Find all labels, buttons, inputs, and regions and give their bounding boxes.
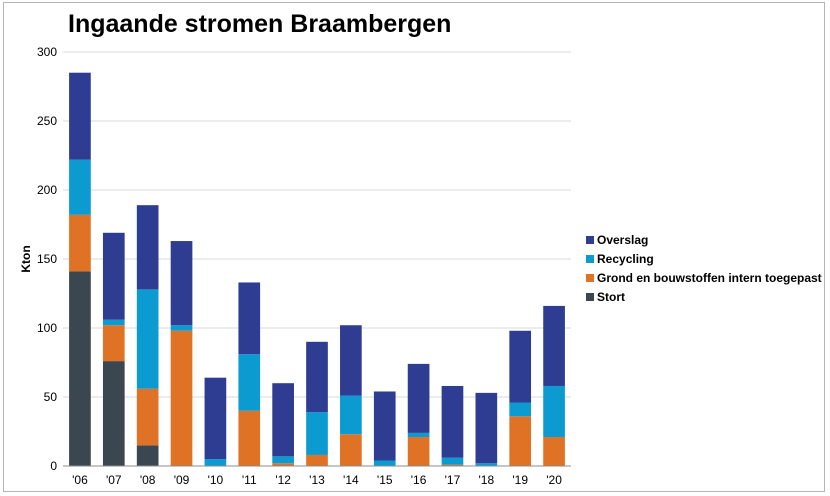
y-tick-label: 300 <box>37 45 57 59</box>
bar-segment <box>170 330 193 466</box>
bar-segment <box>407 437 430 466</box>
x-tick-label: '07 <box>106 473 122 487</box>
x-tick-label: '15 <box>377 473 393 487</box>
bar-segment <box>441 385 464 458</box>
chart-title: Ingaande stromen Braambergen <box>68 10 452 38</box>
bar-segment <box>509 402 532 417</box>
bar-segment <box>170 325 193 331</box>
x-tick-label: '09 <box>174 473 190 487</box>
y-tick-label: 0 <box>50 459 57 473</box>
bar-segment <box>102 325 125 362</box>
legend-swatch <box>586 292 594 301</box>
bar-segment <box>272 383 294 457</box>
bar-segment <box>306 454 328 466</box>
y-tick-label: 250 <box>37 114 57 128</box>
legend-item: Stort <box>586 287 822 306</box>
legend-label: Recycling <box>597 251 654 266</box>
bar-segment <box>136 205 159 290</box>
bar-segment <box>373 391 396 461</box>
x-tick-label: '10 <box>208 473 224 487</box>
bar-segment <box>340 395 362 435</box>
x-tick-label: '08 <box>140 473 156 487</box>
y-axis-title: Kton <box>19 245 33 272</box>
bar-segment <box>69 214 91 272</box>
legend-swatch <box>586 273 594 282</box>
legend-item: Overslag <box>586 230 822 249</box>
bar-segment <box>543 305 565 386</box>
x-tick-label: '14 <box>343 473 359 487</box>
bar-segment <box>340 434 362 466</box>
bar-segment <box>204 377 227 460</box>
legend-label: Stort <box>597 289 625 304</box>
y-axis: 0 50 100 150 200 250 300 <box>37 45 57 473</box>
x-tick-label: '16 <box>411 473 427 487</box>
bar-segment <box>475 392 498 464</box>
x-tick-label: '13 <box>309 473 325 487</box>
legend-item: Grond en bouwstoffen intern toegepast <box>586 268 822 287</box>
bar-segment <box>407 432 430 438</box>
bar-segment <box>509 330 532 403</box>
legend-swatch <box>586 235 594 244</box>
y-tick-label: 50 <box>44 390 58 404</box>
bar-segment <box>340 325 362 396</box>
bar-segment <box>69 72 91 160</box>
bar-segment <box>373 460 396 466</box>
bar-segment <box>407 363 430 433</box>
bar-segment <box>272 463 294 466</box>
x-tick-label: '19 <box>512 473 528 487</box>
bar-segment <box>69 159 91 215</box>
bar-segment <box>102 232 125 320</box>
bar-segment <box>475 463 498 466</box>
bar-segment <box>136 445 159 466</box>
legend: Overslag Recycling Grond en bouwstoffen in… <box>586 230 822 306</box>
bar-segment <box>69 271 91 466</box>
bar-segment <box>509 416 532 466</box>
bar-segment <box>306 412 328 455</box>
bar-segment <box>543 385 565 438</box>
x-tick-label: '20 <box>546 473 562 487</box>
x-tick-label: '17 <box>445 473 461 487</box>
x-tick-label: '11 <box>242 473 257 487</box>
x-tick-label: '12 <box>275 473 291 487</box>
y-tick-label: 200 <box>37 183 57 197</box>
legend-swatch <box>586 254 594 263</box>
x-tick-label: '18 <box>479 473 495 487</box>
bars <box>69 72 565 466</box>
bar-segment <box>441 464 464 466</box>
bar-segment <box>136 289 159 389</box>
bar-segment <box>170 241 193 326</box>
y-tick-label: 150 <box>37 252 57 266</box>
bar-segment <box>204 459 227 466</box>
x-tick-label: '06 <box>72 473 88 487</box>
bar-segment <box>238 410 261 466</box>
y-tick-label: 100 <box>37 321 57 335</box>
legend-label: Grond en bouwstoffen intern toegepast <box>597 270 822 285</box>
bar-segment <box>136 388 159 446</box>
legend-label: Overslag <box>597 232 649 247</box>
bar-segment <box>543 437 565 466</box>
bar-segment <box>238 354 261 411</box>
bar-segment <box>306 341 328 413</box>
bar-segment <box>272 456 294 464</box>
bar-segment <box>102 319 125 326</box>
bar-segment <box>102 361 125 466</box>
bar-segment <box>238 282 261 355</box>
x-axis: '06 '07 '08 '09 '10 '11 '12 '13 '14 '15 '16 '17 '18 '… <box>72 473 562 487</box>
legend-item: Recycling <box>586 249 822 268</box>
bar-segment <box>441 457 464 465</box>
